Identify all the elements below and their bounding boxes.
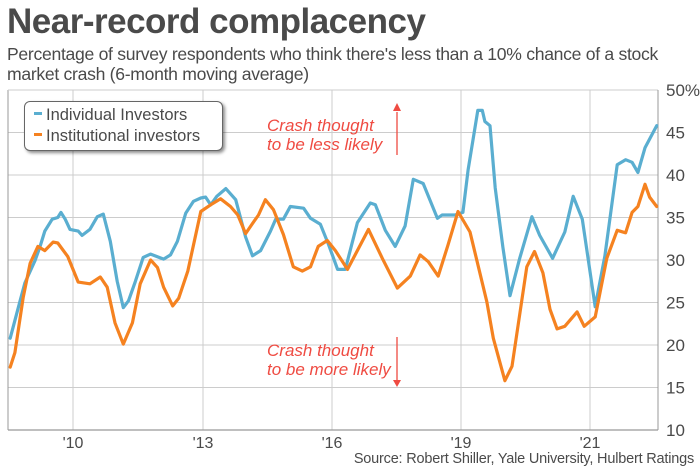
chart-subtitle: Percentage of survey respondents who thi… bbox=[7, 44, 659, 84]
legend-item-institutional: Institutional investors bbox=[34, 127, 200, 146]
y-tick-label: 20 bbox=[666, 336, 685, 355]
annotation-more-likely-line1: Crash thought bbox=[267, 341, 374, 360]
y-tick-labels: 10 15 20 25 30 35 40 45 50% bbox=[666, 81, 700, 440]
annotation-less-likely-line2: to be less likely bbox=[267, 135, 383, 154]
y-tick-label: 15 bbox=[666, 379, 685, 398]
y-tick-label: 40 bbox=[666, 166, 685, 185]
legend-swatch-institutional bbox=[34, 133, 42, 137]
x-tick-labels: '10 '13 '16 '19 '21 bbox=[63, 435, 601, 452]
legend: Individual Investors Institutional inves… bbox=[24, 101, 223, 151]
legend-label-individual: Individual Investors bbox=[46, 106, 188, 124]
series-line-individual bbox=[8, 108, 659, 340]
x-tick-label: '13 bbox=[193, 435, 214, 452]
x-tick-label: '19 bbox=[451, 435, 472, 452]
arrow-up-icon bbox=[393, 103, 401, 111]
y-tick-label: 50% bbox=[666, 81, 700, 100]
series-line-institutional bbox=[8, 182, 659, 383]
annotation-more-likely-line2: to be more likely bbox=[267, 360, 391, 379]
y-tick-label: 30 bbox=[666, 251, 685, 270]
series-lines bbox=[8, 108, 659, 383]
y-tick-label: 25 bbox=[666, 294, 685, 313]
chart-title: Near-record complacency bbox=[7, 2, 426, 41]
source-note: Source: Robert Shiller, Yale University,… bbox=[353, 451, 694, 467]
legend-label-institutional: Institutional investors bbox=[46, 127, 201, 145]
legend-swatch-individual bbox=[34, 112, 42, 116]
x-tick-label: '16 bbox=[322, 435, 343, 452]
y-tick-label: 10 bbox=[666, 421, 685, 440]
arrow-down-icon bbox=[393, 380, 401, 387]
annotation-more-likely: Crash thought to be more likely bbox=[267, 341, 391, 379]
y-tick-label: 35 bbox=[666, 209, 685, 228]
axes bbox=[7, 89, 659, 431]
annotation-less-likely-line1: Crash thought bbox=[267, 116, 374, 135]
x-tick-label: '21 bbox=[580, 435, 601, 452]
annotation-arrows bbox=[393, 103, 401, 387]
y-tick-label: 45 bbox=[666, 124, 685, 143]
x-tick-label: '10 bbox=[63, 435, 84, 452]
annotation-less-likely: Crash thought to be less likely bbox=[267, 116, 382, 154]
legend-item-individual: Individual Investors bbox=[34, 106, 187, 125]
